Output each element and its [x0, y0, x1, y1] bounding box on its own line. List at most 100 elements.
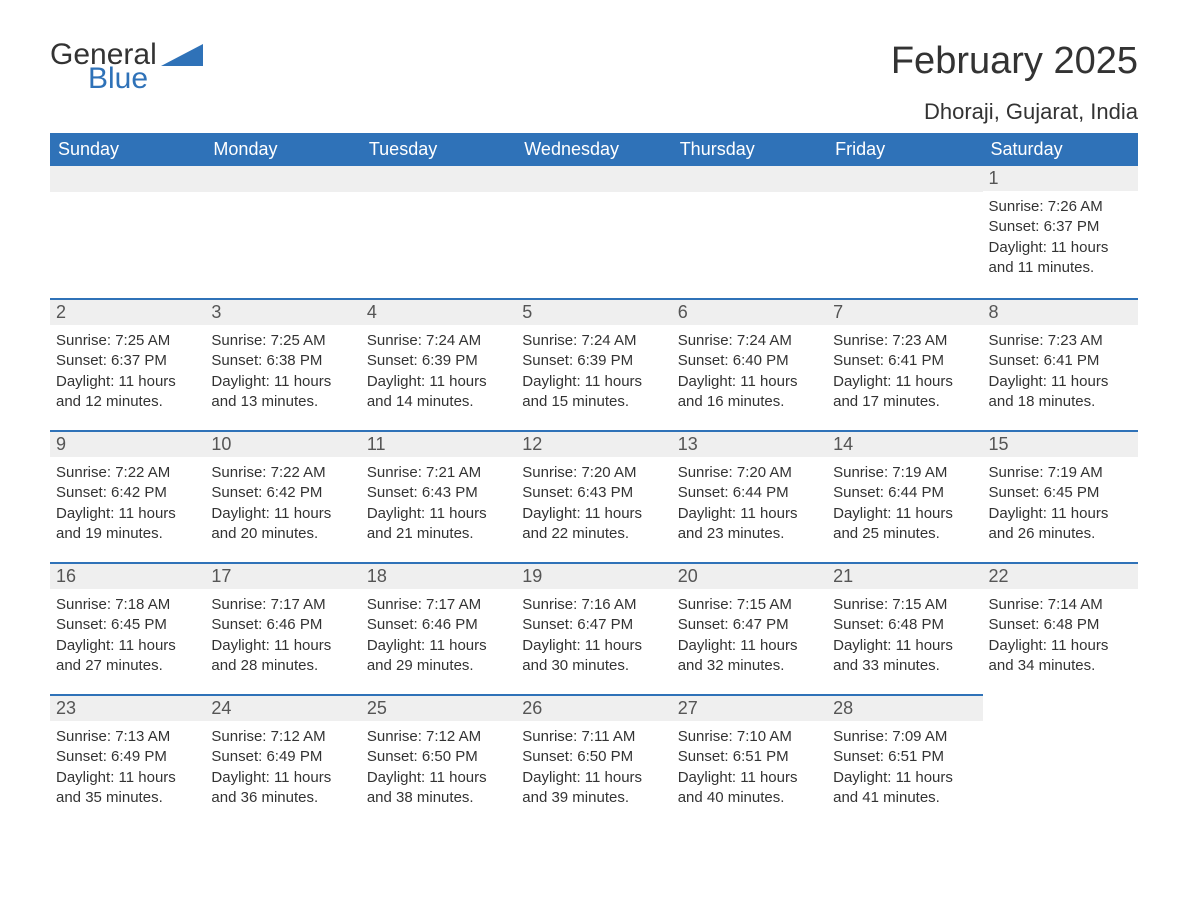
sunrise-text: Sunrise: 7:20 AM	[522, 463, 665, 483]
daylight-text: Daylight: 11 hours and 17 minutes.	[833, 372, 976, 413]
calendar-cell: 19Sunrise: 7:16 AMSunset: 6:47 PMDayligh…	[516, 562, 671, 694]
calendar-cell: 22Sunrise: 7:14 AMSunset: 6:48 PMDayligh…	[983, 562, 1138, 694]
day-info: Sunrise: 7:19 AMSunset: 6:44 PMDaylight:…	[827, 457, 982, 554]
sunset-text: Sunset: 6:48 PM	[833, 615, 976, 635]
sunrise-text: Sunrise: 7:19 AM	[833, 463, 976, 483]
day-number: 15	[983, 430, 1138, 457]
sunset-text: Sunset: 6:42 PM	[56, 483, 199, 503]
sunset-text: Sunset: 6:48 PM	[989, 615, 1132, 635]
calendar-cell: 15Sunrise: 7:19 AMSunset: 6:45 PMDayligh…	[983, 430, 1138, 562]
sunrise-text: Sunrise: 7:19 AM	[989, 463, 1132, 483]
daylight-text: Daylight: 11 hours and 15 minutes.	[522, 372, 665, 413]
sunset-text: Sunset: 6:39 PM	[522, 351, 665, 371]
sunrise-text: Sunrise: 7:24 AM	[678, 331, 821, 351]
calendar-cell: 12Sunrise: 7:20 AMSunset: 6:43 PMDayligh…	[516, 430, 671, 562]
sunrise-text: Sunrise: 7:24 AM	[367, 331, 510, 351]
day-info: Sunrise: 7:15 AMSunset: 6:48 PMDaylight:…	[827, 589, 982, 686]
day-info: Sunrise: 7:25 AMSunset: 6:37 PMDaylight:…	[50, 325, 205, 422]
daylight-text: Daylight: 11 hours and 27 minutes.	[56, 636, 199, 677]
sunrise-text: Sunrise: 7:20 AM	[678, 463, 821, 483]
calendar-cell: 25Sunrise: 7:12 AMSunset: 6:50 PMDayligh…	[361, 694, 516, 826]
day-number: 20	[672, 562, 827, 589]
sunrise-text: Sunrise: 7:17 AM	[211, 595, 354, 615]
daylight-text: Daylight: 11 hours and 35 minutes.	[56, 768, 199, 809]
weekday-header: Sunday	[50, 133, 205, 166]
daylight-text: Daylight: 11 hours and 34 minutes.	[989, 636, 1132, 677]
daylight-text: Daylight: 11 hours and 33 minutes.	[833, 636, 976, 677]
day-info: Sunrise: 7:15 AMSunset: 6:47 PMDaylight:…	[672, 589, 827, 686]
day-number: 18	[361, 562, 516, 589]
sunrise-text: Sunrise: 7:12 AM	[211, 727, 354, 747]
day-info: Sunrise: 7:14 AMSunset: 6:48 PMDaylight:…	[983, 589, 1138, 686]
day-number: 6	[672, 298, 827, 325]
daylight-text: Daylight: 11 hours and 20 minutes.	[211, 504, 354, 545]
day-number: 10	[205, 430, 360, 457]
weekday-header: Saturday	[983, 133, 1138, 166]
daylight-text: Daylight: 11 hours and 32 minutes.	[678, 636, 821, 677]
day-info: Sunrise: 7:17 AMSunset: 6:46 PMDaylight:…	[361, 589, 516, 686]
day-info: Sunrise: 7:20 AMSunset: 6:43 PMDaylight:…	[516, 457, 671, 554]
daylight-text: Daylight: 11 hours and 21 minutes.	[367, 504, 510, 545]
day-info: Sunrise: 7:24 AMSunset: 6:39 PMDaylight:…	[516, 325, 671, 422]
sunrise-text: Sunrise: 7:24 AM	[522, 331, 665, 351]
daylight-text: Daylight: 11 hours and 12 minutes.	[56, 372, 199, 413]
day-info: Sunrise: 7:09 AMSunset: 6:51 PMDaylight:…	[827, 721, 982, 818]
daylight-text: Daylight: 11 hours and 38 minutes.	[367, 768, 510, 809]
sunrise-text: Sunrise: 7:21 AM	[367, 463, 510, 483]
calendar-cell: 8Sunrise: 7:23 AMSunset: 6:41 PMDaylight…	[983, 298, 1138, 430]
day-number: 4	[361, 298, 516, 325]
sunrise-text: Sunrise: 7:11 AM	[522, 727, 665, 747]
day-info: Sunrise: 7:22 AMSunset: 6:42 PMDaylight:…	[50, 457, 205, 554]
empty-day-header	[361, 166, 516, 192]
calendar-cell: 9Sunrise: 7:22 AMSunset: 6:42 PMDaylight…	[50, 430, 205, 562]
calendar-cell: 5Sunrise: 7:24 AMSunset: 6:39 PMDaylight…	[516, 298, 671, 430]
daylight-text: Daylight: 11 hours and 39 minutes.	[522, 768, 665, 809]
weekday-header: Tuesday	[361, 133, 516, 166]
sunset-text: Sunset: 6:38 PM	[211, 351, 354, 371]
sunrise-text: Sunrise: 7:10 AM	[678, 727, 821, 747]
calendar-cell: 4Sunrise: 7:24 AMSunset: 6:39 PMDaylight…	[361, 298, 516, 430]
daylight-text: Daylight: 11 hours and 14 minutes.	[367, 372, 510, 413]
day-info: Sunrise: 7:19 AMSunset: 6:45 PMDaylight:…	[983, 457, 1138, 554]
daylight-text: Daylight: 11 hours and 23 minutes.	[678, 504, 821, 545]
calendar-cell: 16Sunrise: 7:18 AMSunset: 6:45 PMDayligh…	[50, 562, 205, 694]
sunrise-text: Sunrise: 7:25 AM	[56, 331, 199, 351]
day-info: Sunrise: 7:22 AMSunset: 6:42 PMDaylight:…	[205, 457, 360, 554]
sunrise-text: Sunrise: 7:23 AM	[989, 331, 1132, 351]
day-number: 19	[516, 562, 671, 589]
calendar-cell	[361, 166, 516, 298]
calendar-cell: 23Sunrise: 7:13 AMSunset: 6:49 PMDayligh…	[50, 694, 205, 826]
sunset-text: Sunset: 6:49 PM	[211, 747, 354, 767]
sunset-text: Sunset: 6:45 PM	[56, 615, 199, 635]
day-number: 3	[205, 298, 360, 325]
day-number: 1	[983, 166, 1138, 191]
sunset-text: Sunset: 6:47 PM	[522, 615, 665, 635]
sunset-text: Sunset: 6:37 PM	[56, 351, 199, 371]
day-number: 8	[983, 298, 1138, 325]
sunset-text: Sunset: 6:46 PM	[367, 615, 510, 635]
calendar-cell: 11Sunrise: 7:21 AMSunset: 6:43 PMDayligh…	[361, 430, 516, 562]
sunset-text: Sunset: 6:51 PM	[833, 747, 976, 767]
calendar-cell: 6Sunrise: 7:24 AMSunset: 6:40 PMDaylight…	[672, 298, 827, 430]
day-number: 9	[50, 430, 205, 457]
sunrise-text: Sunrise: 7:15 AM	[833, 595, 976, 615]
empty-day-header	[50, 166, 205, 192]
logo: General Blue	[50, 40, 203, 94]
sunset-text: Sunset: 6:37 PM	[989, 217, 1132, 237]
day-number: 7	[827, 298, 982, 325]
weekday-header: Monday	[205, 133, 360, 166]
calendar-cell	[516, 166, 671, 298]
empty-day-header	[672, 166, 827, 192]
day-info: Sunrise: 7:24 AMSunset: 6:40 PMDaylight:…	[672, 325, 827, 422]
daylight-text: Daylight: 11 hours and 36 minutes.	[211, 768, 354, 809]
calendar-cell: 20Sunrise: 7:15 AMSunset: 6:47 PMDayligh…	[672, 562, 827, 694]
day-number: 12	[516, 430, 671, 457]
day-number: 28	[827, 694, 982, 721]
sunset-text: Sunset: 6:39 PM	[367, 351, 510, 371]
logo-triangle-icon	[161, 44, 203, 75]
day-number: 25	[361, 694, 516, 721]
day-number: 16	[50, 562, 205, 589]
calendar-cell	[983, 694, 1138, 826]
day-info: Sunrise: 7:24 AMSunset: 6:39 PMDaylight:…	[361, 325, 516, 422]
month-title: February 2025	[891, 40, 1138, 83]
